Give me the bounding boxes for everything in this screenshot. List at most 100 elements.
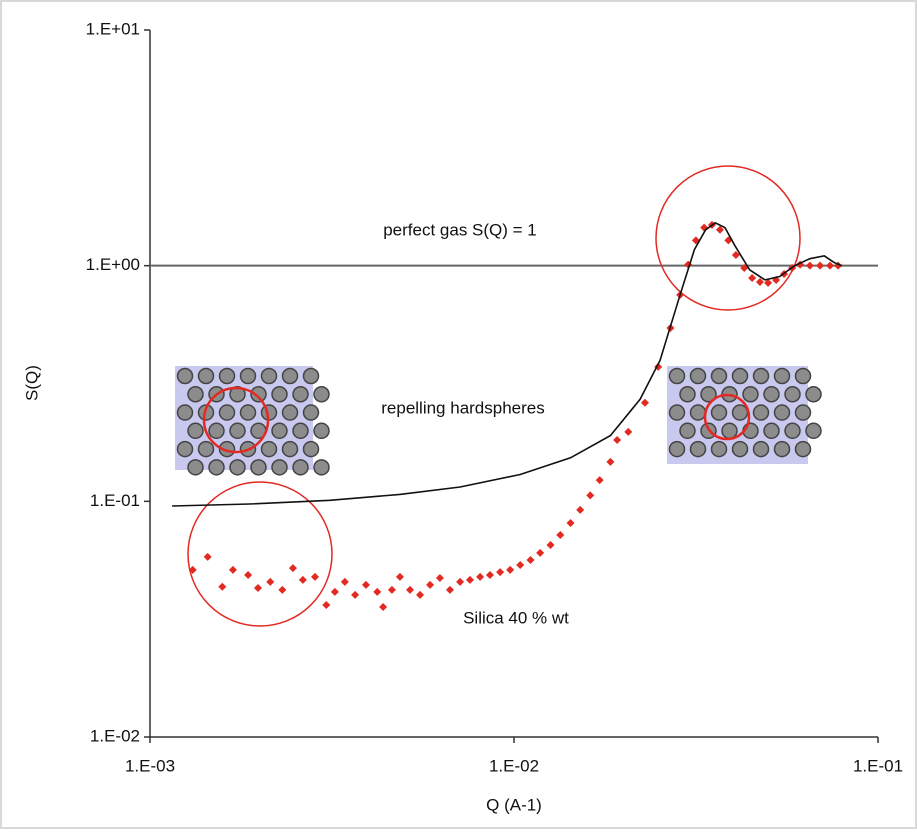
data-point	[546, 540, 555, 549]
highlight-circle	[655, 165, 801, 311]
particle	[794, 440, 812, 458]
data-point	[576, 505, 585, 514]
y-tick-label: 1.E+00	[86, 255, 140, 274]
x-tick-label: 1.E-03	[125, 756, 175, 775]
particle	[752, 404, 770, 421]
data-point	[476, 572, 485, 581]
particle	[292, 459, 309, 476]
particle	[668, 440, 686, 458]
data-point	[556, 530, 565, 539]
particle	[302, 367, 320, 385]
particle	[668, 404, 686, 421]
particle	[218, 404, 236, 421]
particle	[731, 440, 749, 458]
particle	[208, 459, 225, 476]
particle	[752, 440, 770, 458]
data-point	[387, 585, 396, 594]
data-point	[595, 476, 604, 485]
data-point	[228, 565, 237, 574]
particle	[176, 404, 194, 421]
data-point	[361, 580, 370, 589]
particle	[784, 422, 801, 440]
data-point	[748, 273, 757, 282]
data-point	[740, 264, 749, 273]
data-point	[288, 564, 297, 573]
data-point	[416, 590, 425, 599]
particle	[689, 404, 707, 421]
particle	[208, 422, 225, 440]
particle	[250, 459, 267, 476]
data-point	[506, 565, 515, 574]
data-point	[805, 261, 814, 270]
particle	[229, 459, 246, 476]
particle	[700, 386, 717, 403]
highlight-circle	[202, 386, 270, 454]
data-point	[351, 590, 360, 599]
particle	[805, 386, 822, 403]
particle	[731, 367, 749, 385]
particle	[281, 404, 299, 421]
hline-label: perfect gas S(Q) = 1	[383, 220, 537, 239]
data-point	[536, 548, 545, 557]
particle	[229, 386, 246, 403]
data-point	[218, 582, 227, 591]
particle	[271, 422, 288, 440]
particle	[710, 367, 728, 385]
particle	[260, 367, 278, 385]
y-axis-label: S(Q)	[22, 365, 41, 401]
data-point	[330, 587, 339, 596]
particle	[794, 367, 812, 385]
y-tick-label: 1.E-01	[90, 491, 140, 510]
data-point	[764, 278, 773, 287]
data-point	[485, 570, 494, 579]
data-point	[253, 583, 262, 592]
particle	[773, 367, 791, 385]
particle	[271, 386, 288, 403]
data-point	[406, 585, 415, 594]
particle	[763, 386, 780, 403]
particle	[292, 386, 309, 403]
data-point	[322, 601, 331, 610]
particle	[281, 367, 299, 385]
data-point	[298, 575, 307, 584]
y-tick-label: 1.E+01	[86, 19, 140, 38]
data-point	[311, 572, 320, 581]
data-point	[613, 436, 622, 445]
particle	[281, 440, 299, 458]
data-point	[624, 427, 633, 436]
particle	[752, 367, 770, 385]
particle	[742, 386, 759, 403]
insets	[175, 366, 822, 476]
particle	[302, 404, 320, 421]
highlight-circle	[703, 393, 751, 441]
particle	[763, 422, 780, 440]
particle	[668, 367, 686, 385]
particle	[313, 422, 330, 440]
particle	[197, 440, 215, 458]
data-point	[188, 565, 197, 574]
line-label: repelling hardspheres	[381, 398, 545, 417]
data-point	[731, 250, 740, 259]
curve	[172, 221, 843, 507]
data-point	[266, 577, 275, 586]
data-point	[816, 261, 825, 270]
particle	[197, 367, 215, 385]
particle	[721, 422, 738, 440]
data-point	[373, 587, 382, 596]
particle	[313, 459, 330, 476]
particle	[176, 367, 194, 385]
data-point	[640, 398, 649, 407]
data-point	[435, 573, 444, 582]
particle	[187, 459, 204, 476]
data-point	[566, 519, 575, 528]
x-tick-label: 1.E-01	[853, 756, 903, 775]
data-point	[426, 580, 435, 589]
particle	[710, 404, 728, 421]
particle	[229, 422, 246, 440]
particle	[805, 422, 822, 440]
particle	[689, 367, 707, 385]
particle	[679, 422, 696, 440]
particle	[679, 386, 696, 403]
